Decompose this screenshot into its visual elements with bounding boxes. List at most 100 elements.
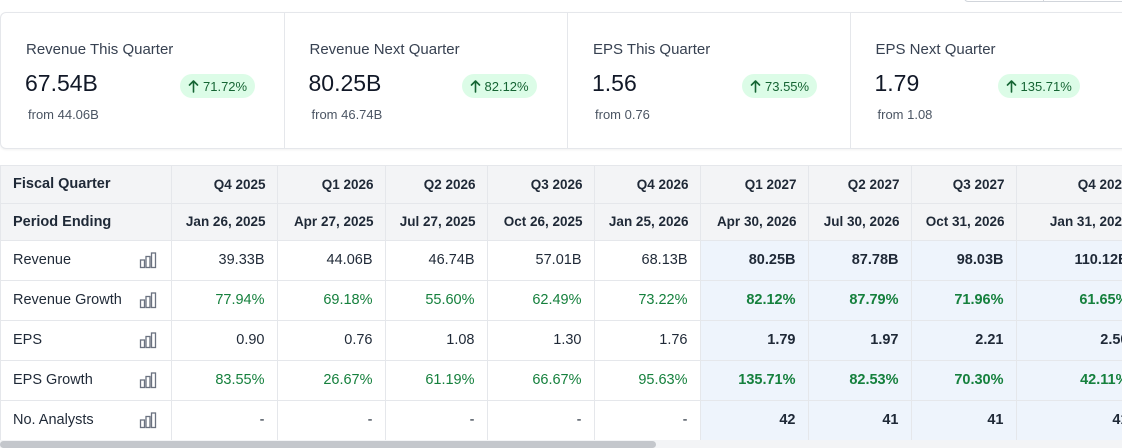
row-label: EPS: [1, 320, 172, 361]
row-label: No. Analysts: [1, 400, 172, 441]
table-cell: 68.13B: [594, 240, 701, 281]
change-badge: 135.71%: [997, 74, 1080, 98]
row-label-text: No. Analysts: [13, 412, 94, 428]
table-cell: 87.78B: [808, 240, 912, 281]
table-cell: 41: [808, 400, 912, 441]
change-badge: 82.12%: [461, 74, 537, 98]
period-header: Jan 25, 2026: [594, 203, 701, 241]
quarter-header: Q4 2027: [1016, 166, 1122, 204]
table-cell: -: [487, 400, 595, 441]
quarter-header: Q2 2027: [808, 166, 912, 204]
table-cell: 41: [1016, 400, 1122, 441]
table-cell: 57.01B: [487, 240, 595, 281]
period-header: Apr 30, 2026: [700, 203, 809, 241]
table-cell: 71.96%: [911, 280, 1017, 321]
table-cell: 61.65%: [1016, 280, 1122, 321]
table-cell: 62.49%: [487, 280, 595, 321]
table-cell: 41: [911, 400, 1017, 441]
table-cell: 0.76: [277, 320, 386, 361]
table-cell: 82.12%: [700, 280, 809, 321]
card-value: 80.25B: [308, 70, 382, 96]
table-row: EPS 0.900.761.081.301.761.791.972.212.50: [1, 320, 1122, 361]
quarter-header: Q2 2026: [385, 166, 488, 204]
table-cell: 135.71%: [700, 360, 809, 401]
period-header: Apr 27, 2025: [277, 203, 386, 241]
table-cell: 110.12B: [1016, 240, 1122, 281]
quarter-header: Q4 2026: [594, 166, 701, 204]
table-cell: 42.11%: [1016, 360, 1122, 401]
table-cell: 1.08: [385, 320, 488, 361]
change-value: 135.71%: [1020, 78, 1072, 94]
table-cell: -: [385, 400, 488, 441]
card-revenue-this-quarter: Revenue This Quarter 67.54B 71.72% from …: [1, 13, 285, 148]
table-row: Revenue Growth 77.94% 69.18% 55.60% 62.49% 73…: [1, 280, 1122, 321]
horizontal-scrollbar[interactable]: [0, 440, 1122, 448]
quarter-header: Q1 2027: [700, 166, 809, 204]
table-cell: 44.06B: [277, 240, 386, 281]
row-label-text: Revenue Growth: [13, 292, 122, 308]
period-header: Oct 31, 2026: [911, 203, 1017, 241]
row-label-text: EPS Growth: [13, 372, 93, 388]
table-cell: 83.55%: [171, 360, 278, 401]
bar-chart-icon[interactable]: [139, 411, 157, 429]
row-label-text: Revenue: [13, 252, 72, 268]
table-cell: 80.25B: [700, 240, 809, 281]
card-from: from 44.06B: [28, 107, 99, 122]
row-label: EPS Growth: [1, 360, 172, 401]
bar-chart-icon[interactable]: [139, 251, 157, 269]
card-from: from 0.76: [595, 107, 650, 122]
table-cell: 55.60%: [385, 280, 488, 321]
change-value: 82.12%: [484, 78, 529, 94]
table-cell: 46.74B: [385, 240, 488, 281]
period-header: Jan 31, 2027: [1016, 203, 1122, 241]
table-cell: 0.90: [171, 320, 278, 361]
table-cell: -: [277, 400, 386, 441]
table-cell: 2.21: [911, 320, 1017, 361]
bar-chart-icon[interactable]: [139, 291, 157, 309]
table-row: Revenue 39.33B 44.06B 46.74B 57.01B 68.13B 80.…: [1, 240, 1122, 281]
table-cell: 1.76: [594, 320, 701, 361]
card-eps-next-quarter: EPS Next Quarter 1.79 135.71% from 1.08: [851, 13, 1122, 148]
period-header: Jan 26, 2025: [171, 203, 278, 241]
arrow-up-icon: [470, 79, 480, 93]
table-row: EPS Growth 83.55% 26.67% 61.19% 66.67% 95.63%…: [1, 360, 1122, 401]
row-label: Revenue Growth: [1, 280, 172, 321]
table-cell: 95.63%: [594, 360, 701, 401]
period-ending-label: Period Ending: [1, 203, 172, 241]
table-cell: 66.67%: [487, 360, 595, 401]
quarter-header: Q4 2025: [171, 166, 278, 204]
bar-chart-icon[interactable]: [139, 371, 157, 389]
table-cell: 39.33B: [171, 240, 278, 281]
period-ending-row: Period Ending Jan 26, 2025 Apr 27, 2025 …: [1, 203, 1122, 241]
table-row: No. Analysts-----42414141: [1, 400, 1122, 441]
scrollbar-thumb[interactable]: [0, 441, 656, 448]
table-cell: -: [171, 400, 278, 441]
table-cell: -: [594, 400, 701, 441]
table-cell: 77.94%: [171, 280, 278, 321]
table-cell: 1.79: [700, 320, 809, 361]
row-label-text: EPS: [13, 332, 43, 348]
card-revenue-next-quarter: Revenue Next Quarter 80.25B 82.12% from …: [285, 13, 568, 148]
arrow-up-icon: [1006, 79, 1016, 93]
forecast-table-container: Fiscal Quarter Q4 2025 Q1 2026 Q2 2026 Q…: [0, 165, 1122, 448]
card-title: EPS Next Quarter: [875, 41, 996, 58]
quarter-header: Q3 2026: [487, 166, 595, 204]
bar-chart-icon[interactable]: [139, 331, 157, 349]
forecast-table: Fiscal Quarter Q4 2025 Q1 2026 Q2 2026 Q…: [1, 166, 1122, 441]
card-from: from 1.08: [877, 107, 933, 122]
table-cell: 82.53%: [808, 360, 912, 401]
table-cell: 73.22%: [594, 280, 701, 321]
table-body: Revenue 39.33B 44.06B 46.74B 57.01B 68.13B 80.…: [1, 240, 1122, 441]
card-value: 1.56: [592, 70, 637, 96]
card-title: EPS This Quarter: [593, 41, 711, 58]
table-cell: 98.03B: [911, 240, 1017, 281]
toggle-divider: [1043, 0, 1044, 1]
fiscal-quarter-row: Fiscal Quarter Q4 2025 Q1 2026 Q2 2026 Q…: [1, 166, 1122, 204]
fiscal-quarter-label: Fiscal Quarter: [1, 166, 172, 204]
change-badge: 71.72%: [180, 74, 256, 98]
change-badge: 73.55%: [742, 74, 818, 98]
top-toggle-control[interactable]: [964, 0, 1122, 2]
row-label: Revenue: [1, 240, 172, 281]
quarter-header: Q1 2026: [277, 166, 386, 204]
